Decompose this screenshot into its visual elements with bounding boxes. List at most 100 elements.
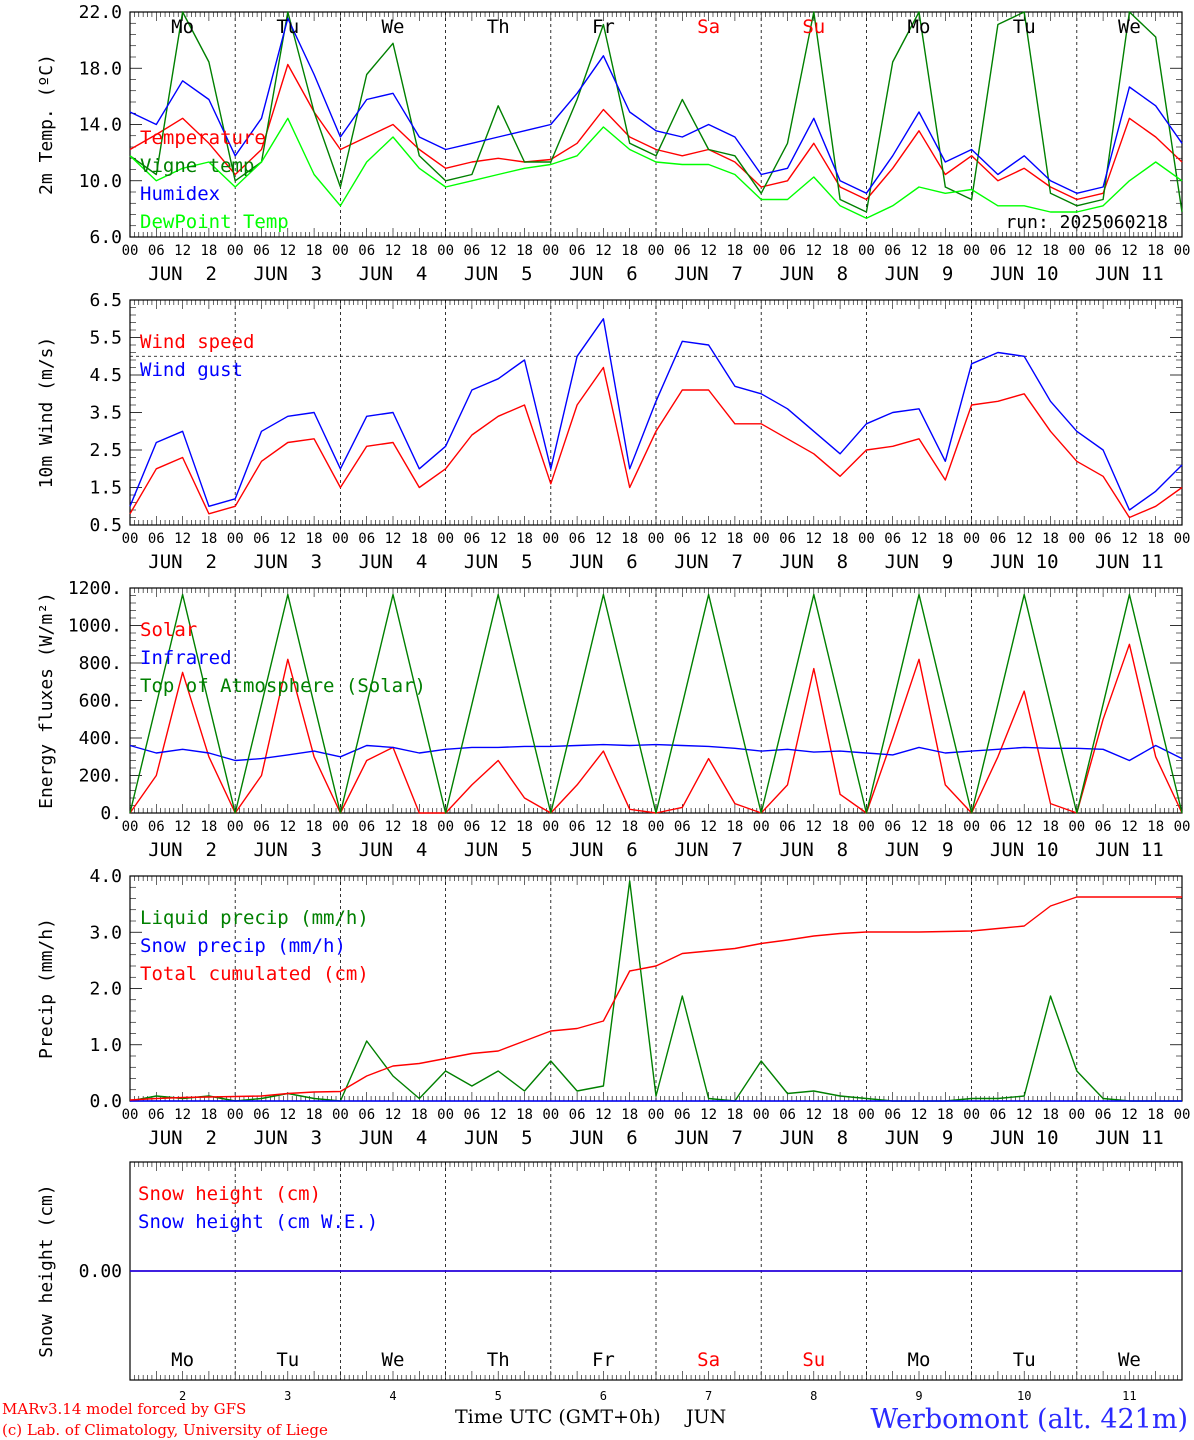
date-label: JUN 7 xyxy=(674,263,743,285)
date-label: JUN 7 xyxy=(674,839,743,861)
weekday-label: We xyxy=(382,1349,405,1371)
hour-tick-label: 18 xyxy=(621,243,638,259)
panels: 6.010.014.018.022.02m Temp. (ºC)00 06 12 18… xyxy=(36,2,1190,1403)
hour-tick-label: 00 xyxy=(1068,531,1085,547)
hour-tick-label: 00 xyxy=(542,1107,559,1123)
date-label: JUN 10 xyxy=(990,839,1059,861)
date-label: JUN 7 xyxy=(674,1127,743,1149)
hour-tick-label: 18 xyxy=(726,1107,743,1123)
hour-tick-label: 18 xyxy=(621,819,638,835)
hour-tick-label: 00 xyxy=(122,819,139,835)
hour-tick-label: 00 xyxy=(437,819,454,835)
series-line-1 xyxy=(129,63,1183,201)
hour-tick-label: 06 xyxy=(253,531,270,547)
energy-legend: Solar Infrared Top of Atmosphere (Solar) xyxy=(140,619,426,697)
hour-tick-label: 06 xyxy=(779,1107,796,1123)
y-tick-label: 800. xyxy=(79,653,122,674)
hour-tick-label: 06 xyxy=(253,1107,270,1123)
panel-3: 0. 200. 400. 600. 800. 1000. 1200. Energy fluxe… xyxy=(36,578,1190,861)
date-label: JUN 11 xyxy=(1095,839,1164,861)
run-label: run: 2025060218 xyxy=(1005,212,1168,233)
weekday-label: Fr xyxy=(592,1349,615,1371)
date-label: JUN 10 xyxy=(990,263,1059,285)
weekday-label: Mo xyxy=(908,16,931,38)
hour-tick-label: 12 xyxy=(595,243,612,259)
hour-tick-label: 00 xyxy=(1068,819,1085,835)
hour-tick-label: 06 xyxy=(148,243,165,259)
panel-2: 0.5 1.5 2.5 3.5 4.5 5.5 6.5 10m Wind (m/s) 00 06 1… xyxy=(36,290,1190,573)
panel-1: 6.0 10.0 14.0 18.0 22.0 2m Temp. (ºC) 00 06 12 18… xyxy=(36,2,1190,285)
date-label: JUN 3 xyxy=(253,551,322,573)
date-label: JUN 3 xyxy=(253,839,322,861)
hour-tick-label: 12 xyxy=(385,243,402,259)
hour-tick-label: 18 xyxy=(621,531,638,547)
hour-tick-label: 12 xyxy=(1016,1107,1033,1123)
hour-tick-label: 06 xyxy=(569,243,586,259)
series-group xyxy=(129,593,1183,814)
y-tick-label: 6.0 xyxy=(89,227,122,248)
hour-tick-label: 18 xyxy=(937,819,954,835)
hour-tick-label: 00 xyxy=(753,243,770,259)
hour-tick-label: 18 xyxy=(200,1107,217,1123)
hour-tick-label: 12 xyxy=(1016,243,1033,259)
hour-tick-label: 12 xyxy=(700,819,717,835)
hour-tick-label: 18 xyxy=(411,243,428,259)
date-label: JUN 5 xyxy=(464,551,533,573)
hour-tick-label: 18 xyxy=(1147,819,1164,835)
hour-tick-label: 06 xyxy=(358,819,375,835)
day-number-label: 5 xyxy=(495,1389,502,1403)
date-label: JUN 8 xyxy=(779,551,848,573)
series-group xyxy=(129,11,1183,220)
hour-tick-label: 00 xyxy=(753,1107,770,1123)
hour-tick-label: 00 xyxy=(648,531,665,547)
hour-tick-label: 06 xyxy=(569,819,586,835)
weekday-label: Th xyxy=(487,1349,510,1371)
hour-tick-label: 00 xyxy=(858,531,875,547)
hour-tick-label: 06 xyxy=(463,243,480,259)
legend-toa-solar: Top of Atmosphere (Solar) xyxy=(140,675,426,697)
hour-tick-label: 00 xyxy=(227,243,244,259)
hour-tick-label: 06 xyxy=(358,1107,375,1123)
hour-tick-label: 18 xyxy=(1042,243,1059,259)
hour-tick-label: 12 xyxy=(595,819,612,835)
hour-tick-label: 06 xyxy=(569,531,586,547)
hour-tick-label: 00 xyxy=(122,1107,139,1123)
hour-tick-label: 12 xyxy=(385,819,402,835)
copyright: (c) Lab. of Climatology, University of L… xyxy=(2,1421,328,1439)
weekday-label: Tu xyxy=(276,1349,299,1371)
station-name: Werbomont (alt. 421m) xyxy=(870,1404,1188,1435)
hour-tick-label: 00 xyxy=(753,531,770,547)
hour-tick-label: 18 xyxy=(1147,531,1164,547)
hour-tick-label: 06 xyxy=(989,531,1006,547)
date-label: JUN 2 xyxy=(148,551,217,573)
hour-tick-label: 06 xyxy=(1095,1107,1112,1123)
y-tick-label: 14.0 xyxy=(79,115,122,136)
date-label: JUN 9 xyxy=(885,1127,954,1149)
weekday-label: Tu xyxy=(276,16,299,38)
hour-tick-label: 06 xyxy=(674,243,691,259)
hour-tick-label: 18 xyxy=(1042,1107,1059,1123)
weekday-label: Tu xyxy=(1013,16,1036,38)
panel-5: 0.00 Snow height (cm) xyxy=(36,1161,1183,1381)
hour-tick-label: 18 xyxy=(937,243,954,259)
hour-tick-label: 12 xyxy=(1121,243,1138,259)
y-tick-label: 0.0 xyxy=(89,1091,122,1112)
hour-tick-label: 12 xyxy=(805,819,822,835)
hour-tick-label: 12 xyxy=(700,531,717,547)
date-label: JUN 2 xyxy=(148,1127,217,1149)
date-label: JUN 11 xyxy=(1095,551,1164,573)
hour-tick-label: 18 xyxy=(726,819,743,835)
date-label: JUN 6 xyxy=(569,839,638,861)
hour-tick-label: 00 xyxy=(963,243,980,259)
hour-tick-label: 06 xyxy=(884,243,901,259)
hour-tick-label: 12 xyxy=(490,243,507,259)
hour-tick-label: 12 xyxy=(1121,1107,1138,1123)
hour-tick-label: 12 xyxy=(805,1107,822,1123)
hour-tick-label: 06 xyxy=(674,1107,691,1123)
hour-tick-label: 00 xyxy=(1174,531,1191,547)
hour-tick-label: 06 xyxy=(148,819,165,835)
weekday-label: Sa xyxy=(697,1349,720,1371)
wind-legend: Wind speed Wind gust xyxy=(140,331,254,381)
legend-snow-height-we: Snow height (cm W.E.) xyxy=(138,1211,378,1233)
